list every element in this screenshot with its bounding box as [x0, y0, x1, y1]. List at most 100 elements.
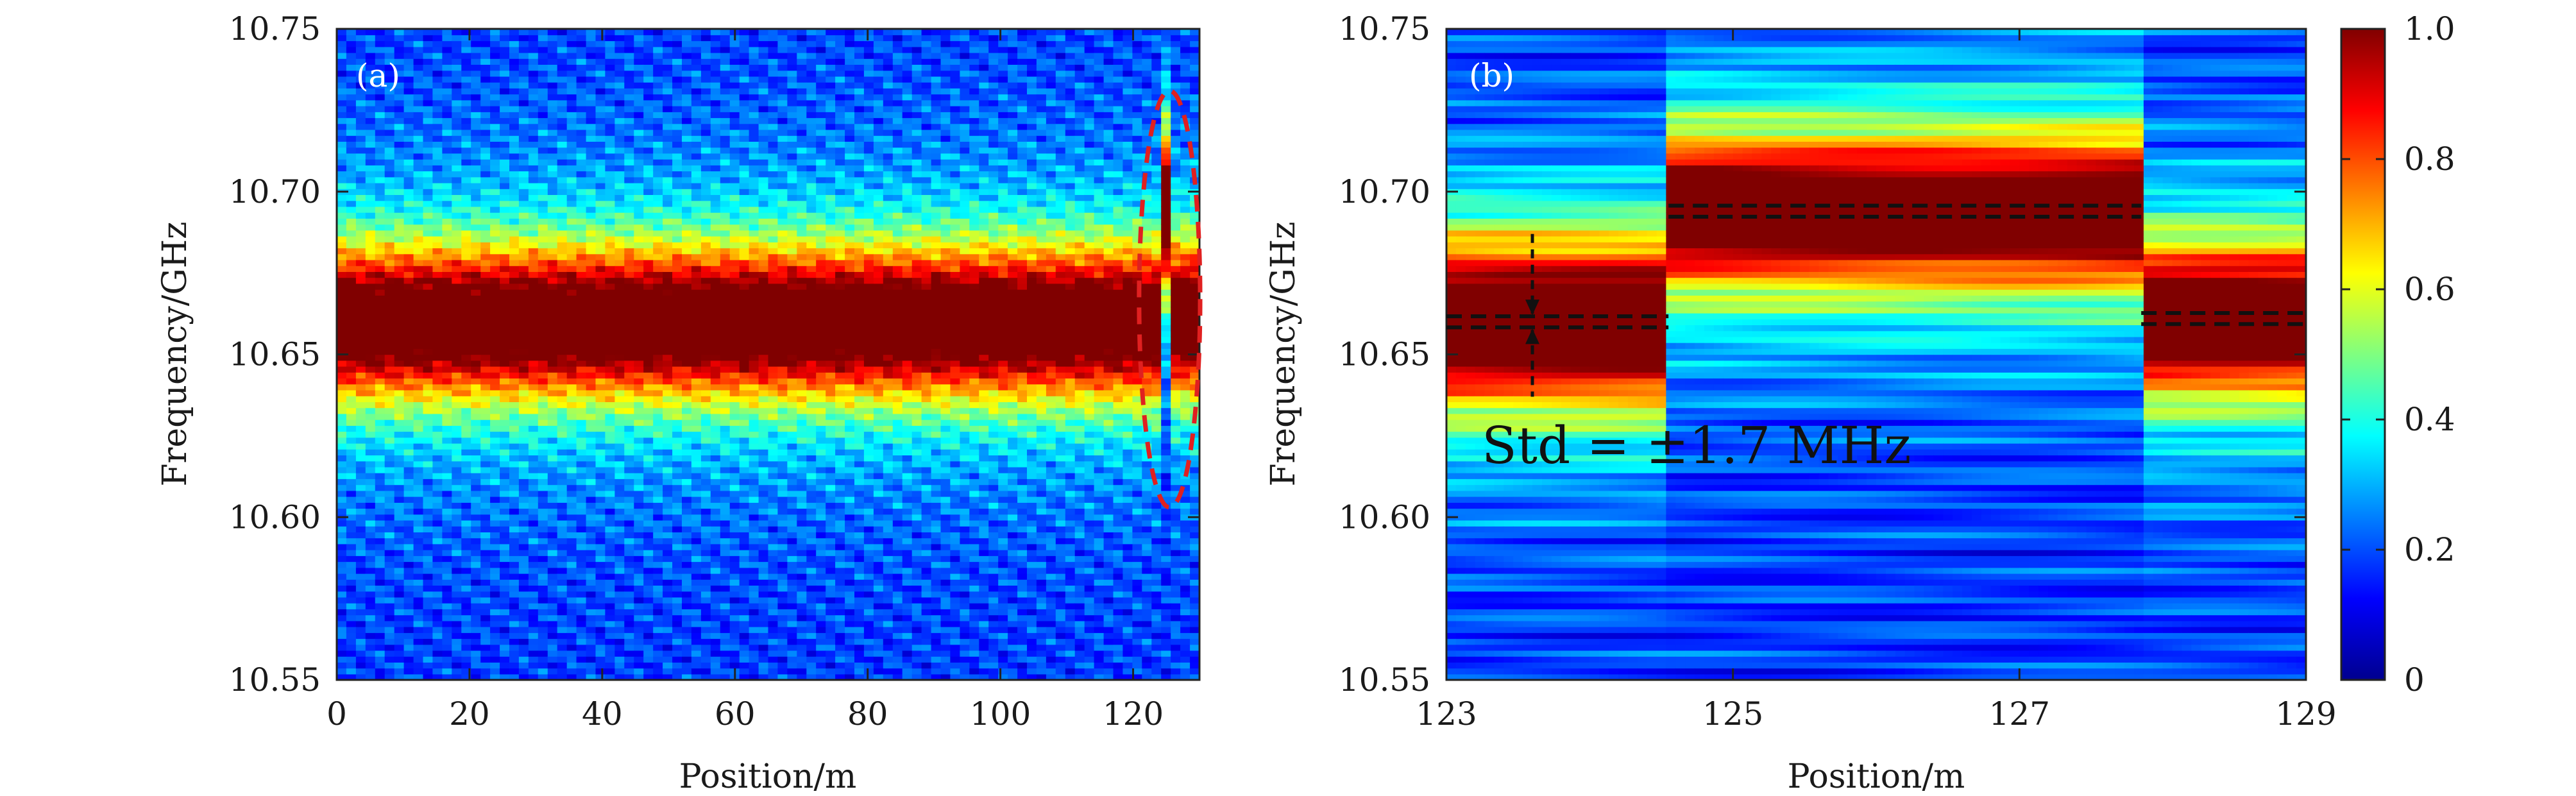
heatmap-cell: [423, 64, 434, 71]
heatmap-cell: [557, 325, 568, 331]
heatmap-cell: [519, 58, 529, 65]
heatmap-cell: [452, 461, 462, 468]
heatmap-cell: [423, 53, 434, 59]
heatmap-cell: [414, 532, 424, 538]
heatmap-cell: [490, 390, 500, 396]
heatmap-cell: [557, 47, 568, 53]
heatmap-cell: [519, 485, 529, 491]
heatmap-cell: [404, 100, 414, 106]
heatmap-cell: [461, 645, 471, 651]
heatmap-cell: [490, 112, 500, 118]
heatmap-cell: [442, 378, 452, 384]
heatmap-cell: [500, 526, 510, 532]
heatmap-cell: [404, 621, 414, 627]
heatmap-cell: [567, 242, 577, 248]
heatmap-cell: [404, 47, 414, 53]
heatmap-cell: [432, 76, 443, 83]
heatmap-cell: [529, 100, 539, 106]
heatmap-cell: [480, 526, 491, 532]
heatmap-cell: [538, 153, 548, 160]
heatmap-cell: [529, 425, 539, 432]
heatmap-cell: [414, 313, 424, 319]
heatmap-cell: [337, 295, 347, 301]
heatmap-cell: [394, 224, 405, 231]
heatmap-cell: [480, 502, 491, 509]
heatmap-cell: [432, 555, 443, 562]
heatmap-cell: [385, 437, 395, 444]
heatmap-cell: [471, 165, 481, 171]
heatmap-cell: [404, 573, 414, 580]
heatmap-cell: [452, 207, 462, 213]
heatmap-cell: [356, 467, 366, 473]
heatmap-cell: [500, 141, 510, 148]
heatmap-cell: [404, 455, 414, 461]
heatmap-cell: [577, 313, 587, 319]
heatmap-cell: [480, 550, 491, 556]
heatmap-cell: [414, 603, 424, 609]
heatmap-cell: [529, 461, 539, 468]
heatmap-cell: [432, 201, 443, 207]
heatmap-cell: [548, 284, 558, 290]
heatmap-cell: [577, 455, 587, 461]
heatmap-cell: [519, 135, 529, 142]
heatmap-cell: [538, 236, 548, 242]
heatmap-cell: [366, 331, 376, 337]
heatmap-cell: [385, 550, 395, 556]
heatmap-cell: [529, 668, 539, 675]
heatmap-cell: [548, 656, 558, 663]
heatmap-cell: [432, 496, 443, 503]
heatmap-cell: [366, 638, 376, 645]
heatmap-cell: [366, 455, 376, 461]
heatmap-cell: [461, 366, 471, 373]
heatmap-cell: [423, 621, 434, 627]
heatmap-cell: [519, 650, 529, 657]
heatmap-cell: [432, 461, 443, 468]
heatmap-cell: [567, 141, 577, 148]
heatmap-cell: [567, 266, 577, 272]
heatmap-cell: [461, 526, 471, 532]
heatmap-cell: [394, 526, 405, 532]
heatmap-cell: [423, 236, 434, 242]
heatmap-cell: [404, 348, 414, 355]
heatmap-cell: [461, 609, 471, 615]
heatmap-cell: [442, 615, 452, 622]
heatmap-cell: [375, 432, 386, 438]
heatmap-cell: [548, 260, 558, 266]
figure: (a) 0 20 40 60 80 100 12010.5510.6010.6510.701…: [0, 0, 2576, 796]
heatmap-cell: [577, 360, 587, 367]
heatmap-cell: [529, 603, 539, 609]
heatmap-cell: [490, 496, 500, 503]
heatmap-cell: [557, 112, 568, 118]
heatmap-cell: [337, 289, 347, 296]
heatmap-cell: [500, 135, 510, 142]
heatmap-cell: [452, 242, 462, 248]
heatmap-cell: [366, 313, 376, 319]
heatmap-cell: [442, 194, 452, 201]
heatmap-cell: [452, 467, 462, 473]
heatmap-cell: [538, 467, 548, 473]
heatmap-cell: [366, 668, 376, 675]
heatmap-cell: [480, 355, 491, 361]
heatmap-cell: [529, 408, 539, 414]
heatmap-cell: [461, 148, 471, 154]
heatmap-cell: [557, 555, 568, 562]
heatmap-cell: [394, 266, 405, 272]
heatmap-cell: [356, 650, 366, 657]
heatmap-cell: [366, 153, 376, 160]
heatmap-cell: [471, 432, 481, 438]
heatmap-cell: [529, 656, 539, 663]
heatmap-cell: [404, 94, 414, 101]
heatmap-cell: [567, 224, 577, 231]
heatmap-cell: [414, 177, 424, 183]
heatmap-cell: [557, 53, 568, 59]
heatmap-cell: [346, 325, 357, 331]
heatmap-cell: [366, 130, 376, 136]
heatmap-cell: [490, 88, 500, 94]
heatmap-cell: [337, 112, 347, 118]
heatmap-cell: [480, 514, 491, 521]
heatmap-cell: [471, 597, 481, 604]
heatmap-cell: [452, 159, 462, 165]
heatmap-cell: [432, 467, 443, 473]
heatmap-cell: [538, 508, 548, 514]
heatmap-cell: [337, 260, 347, 266]
